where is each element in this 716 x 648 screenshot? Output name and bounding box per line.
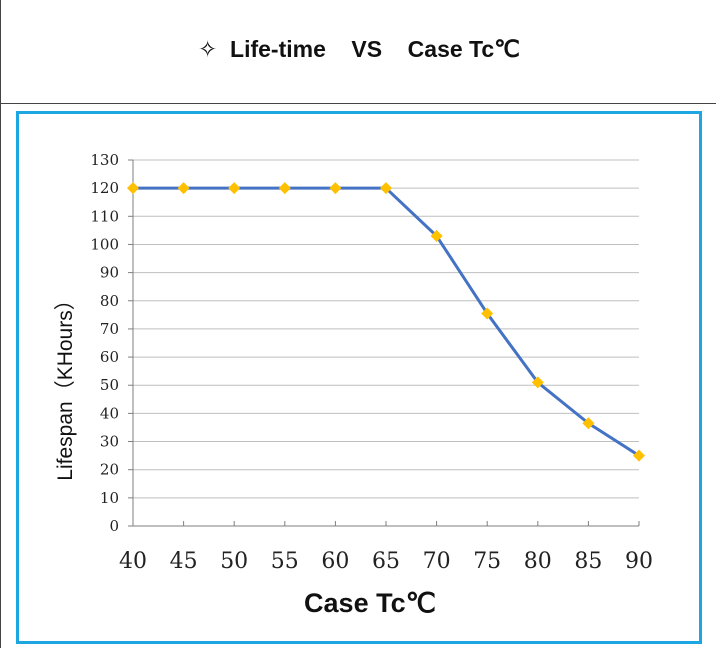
x-tick-label: 85	[574, 549, 602, 574]
data-point	[430, 230, 443, 243]
y-tick-label: 110	[90, 207, 119, 225]
x-tick-label: 55	[271, 549, 299, 574]
data-point	[177, 182, 190, 195]
y-tick-label: 50	[100, 376, 119, 394]
data-point	[582, 417, 595, 430]
left-border	[0, 104, 1, 648]
x-tick-labels: 40 45 50 55 60 65 70 75 80 85 90	[119, 549, 653, 574]
x-tick-label: 70	[423, 549, 451, 574]
x-tick-label: 45	[170, 549, 198, 574]
x-tick-label: 40	[119, 549, 147, 574]
y-axis-label: Lifespan（KHours）	[54, 289, 77, 480]
y-tick-label: 120	[90, 179, 119, 197]
x-tick-label: 75	[473, 549, 501, 574]
series-layer	[127, 182, 645, 462]
y-tick-label: 0	[109, 517, 119, 535]
page-title: ✧ Life-time VS Case Tc℃	[1, 36, 716, 63]
y-tick-label: 20	[100, 461, 119, 479]
data-point	[278, 182, 291, 195]
y-tick-label: 130	[90, 151, 119, 169]
series-line	[133, 186, 640, 457]
x-tick-label: 80	[524, 549, 552, 574]
y-tick-label: 80	[100, 292, 119, 310]
axes	[128, 159, 640, 527]
y-tick-label: 40	[100, 404, 119, 422]
data-point	[127, 182, 139, 195]
y-tick-labels: 0 10 20 30 40 50 60 70 80 90 100 110 120 130	[90, 151, 119, 535]
title-text: Life-time VS Case Tc℃	[230, 36, 521, 62]
data-point	[380, 182, 392, 195]
chart-frame	[16, 111, 702, 644]
y-tick-label: 30	[100, 433, 119, 451]
y-tick-label: 100	[90, 235, 119, 253]
data-point	[531, 376, 544, 389]
y-tick-label: 10	[100, 489, 119, 507]
x-tick-label: 90	[625, 549, 653, 574]
x-tick-label: 50	[220, 549, 248, 574]
y-tick-label: 70	[100, 320, 119, 338]
y-tick-label: 60	[100, 348, 119, 366]
data-point	[633, 449, 645, 462]
data-point	[329, 182, 342, 195]
x-tick-label: 60	[321, 549, 349, 574]
sparkle-icon: ✧	[197, 36, 218, 62]
data-point	[228, 182, 241, 195]
grid-lines	[133, 159, 639, 499]
x-tick-label: 65	[372, 549, 400, 574]
header-band: ✧ Life-time VS Case Tc℃	[0, 0, 716, 104]
x-axis-label: Case Tc℃	[304, 588, 436, 618]
y-tick-label: 90	[100, 264, 119, 282]
data-point	[481, 307, 494, 320]
